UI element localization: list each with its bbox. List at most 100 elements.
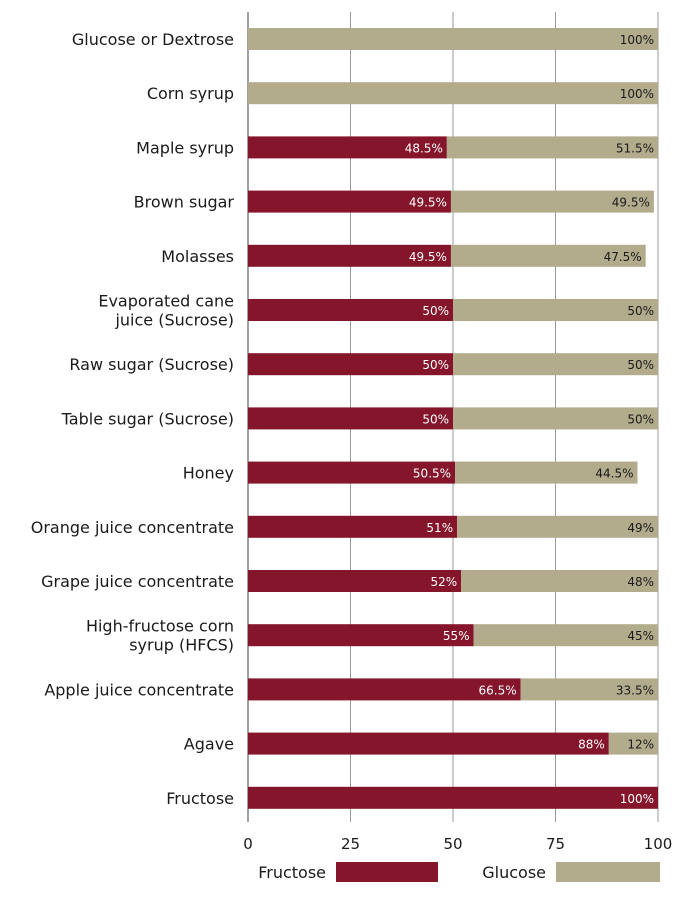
bar-data-label: 50% [422,304,449,318]
bar-data-label: 50% [627,304,654,318]
category-label: Table sugar (Sucrose) [61,409,234,428]
bars: 100% 100% 48.5% 51.5% 49.5% 49.5% 49.5% 47.5% 50… [248,28,658,809]
bar-glucose [473,624,658,647]
bar-glucose [457,515,658,538]
bar-glucose [453,353,658,376]
bar-data-label: 49.5% [409,196,447,210]
x-tick-label: 100 [644,835,673,853]
category-label: Apple juice concentrate [44,680,234,699]
category-label-line: Maple syrup [136,138,234,157]
bar-glucose [455,461,638,484]
bar-data-label: 50.5% [413,467,451,481]
bar-fructose [248,407,453,430]
x-axis: 0 25 50 75 100 [243,835,672,853]
category-label: Grape juice concentrate [41,572,234,591]
category-label: High-fructose corn syrup (HFCS) [86,617,234,655]
bar-data-label: 100% [620,87,654,101]
bar-data-label: 47.5% [604,250,642,264]
bar-data-label: 49% [627,521,654,535]
bar-glucose [608,732,658,755]
bar-glucose [248,82,658,105]
bar-data-label: 44.5% [595,467,633,481]
bar-data-label: 49.5% [409,250,447,264]
bar-fructose [248,732,609,755]
legend: Fructose Glucose [258,862,660,882]
bar-fructose [248,190,451,213]
x-tick-label: 0 [243,835,253,853]
bar-fructose [248,786,658,809]
legend-label-fructose: Fructose [258,863,326,882]
category-label: Corn syrup [147,84,234,103]
category-label: Evaporated cane juice (Sucrose) [98,292,234,330]
bar-data-label: 51.5% [616,141,654,155]
bar-glucose [453,407,658,430]
category-label: Raw sugar (Sucrose) [69,355,234,374]
category-label: Orange juice concentrate [31,518,234,537]
bar-data-label: 66.5% [479,683,517,697]
bar-data-label: 49.5% [612,196,650,210]
category-label: Molasses [161,247,234,266]
legend-label-glucose: Glucose [482,863,546,882]
bar-data-label: 50% [627,358,654,372]
bar-fructose [248,136,447,159]
bar-fructose [248,461,456,484]
category-label-line: Table sugar (Sucrose) [61,409,234,428]
bar-glucose [520,678,658,701]
category-label-line: Agave [184,735,234,754]
category-label: Brown sugar [134,193,235,212]
legend-swatch-fructose [336,862,438,882]
x-tick-label: 25 [341,835,360,853]
bar-data-label: 100% [620,792,654,806]
category-label: Agave [184,735,234,754]
category-label: Glucose or Dextrose [72,30,234,49]
category-label-line: Corn syrup [147,84,234,103]
bar-glucose [461,570,658,592]
bar-fructose [248,299,453,321]
category-labels: Glucose or Dextrose Corn syrup Maple syrup… [31,30,235,808]
category-label-line: Evaporated cane [98,292,234,311]
category-label-line: Raw sugar (Sucrose) [69,355,234,374]
bar-data-label: 33.5% [616,683,654,697]
bar-data-label: 88% [578,738,605,752]
x-tick-label: 75 [546,835,565,853]
bar-data-label: 48% [627,575,654,589]
bar-glucose [248,28,658,50]
bar-glucose [450,190,654,213]
bar-fructose [248,678,521,701]
bar-data-label: 12% [627,738,654,752]
category-label-line: Grape juice concentrate [41,572,234,591]
bar-fructose [248,624,474,647]
bar-data-label: 55% [443,629,470,643]
category-label-line: Fructose [166,789,234,808]
bar-glucose [446,136,658,159]
category-label-line: High-fructose corn [86,617,234,636]
bar-data-label: 100% [620,33,654,47]
bar-fructose [248,515,458,538]
category-label-line: syrup (HFCS) [129,636,234,655]
bar-data-label: 50% [627,412,654,426]
category-label-line: Orange juice concentrate [31,518,234,537]
category-label: Maple syrup [136,138,234,157]
bar-data-label: 52% [431,575,458,589]
x-tick-label: 50 [443,835,462,853]
bar-glucose [450,244,646,267]
bar-fructose [248,244,451,267]
bar-fructose [248,353,453,376]
category-label: Honey [183,464,234,483]
bar-data-label: 50% [422,412,449,426]
bar-data-label: 50% [422,358,449,372]
category-label: Fructose [166,789,234,808]
category-label-line: Brown sugar [134,193,235,212]
category-label-line: Glucose or Dextrose [72,30,234,49]
category-label-line: Honey [183,464,234,483]
bar-data-label: 48.5% [405,141,443,155]
bar-data-label: 51% [426,521,453,535]
category-label-line: Molasses [161,247,234,266]
bar-glucose [453,299,658,321]
category-label-line: juice (Sucrose) [114,311,234,330]
legend-swatch-glucose [556,862,660,882]
bar-data-label: 45% [627,629,654,643]
bar-fructose [248,570,462,592]
category-label-line: Apple juice concentrate [44,680,234,699]
